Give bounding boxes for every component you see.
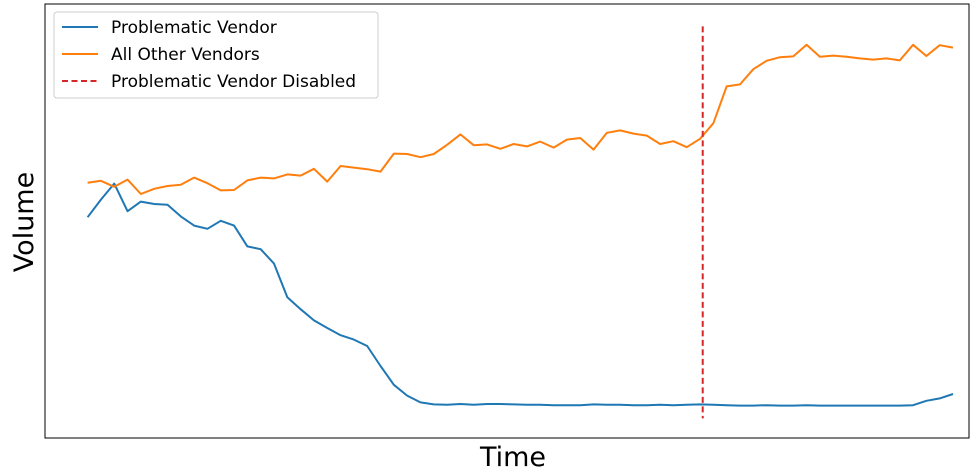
plot-frame (44, 3, 970, 439)
legend: Problematic Vendor All Other Vendors Pro… (53, 11, 379, 99)
y-axis-label: Volume (9, 172, 40, 272)
series-lines (86, 26, 954, 419)
series-line-all-other-vendors (87, 43, 954, 195)
legend-label-all-other-vendors: All Other Vendors (111, 45, 260, 65)
x-axis-label: Time (479, 442, 546, 469)
legend-label-problematic-vendor: Problematic Vendor (111, 18, 277, 38)
legend-label-problematic-vendor-disabled: Problematic Vendor Disabled (111, 72, 356, 92)
series-line-problematic-vendor (86, 182, 954, 407)
legend-box (53, 11, 379, 99)
